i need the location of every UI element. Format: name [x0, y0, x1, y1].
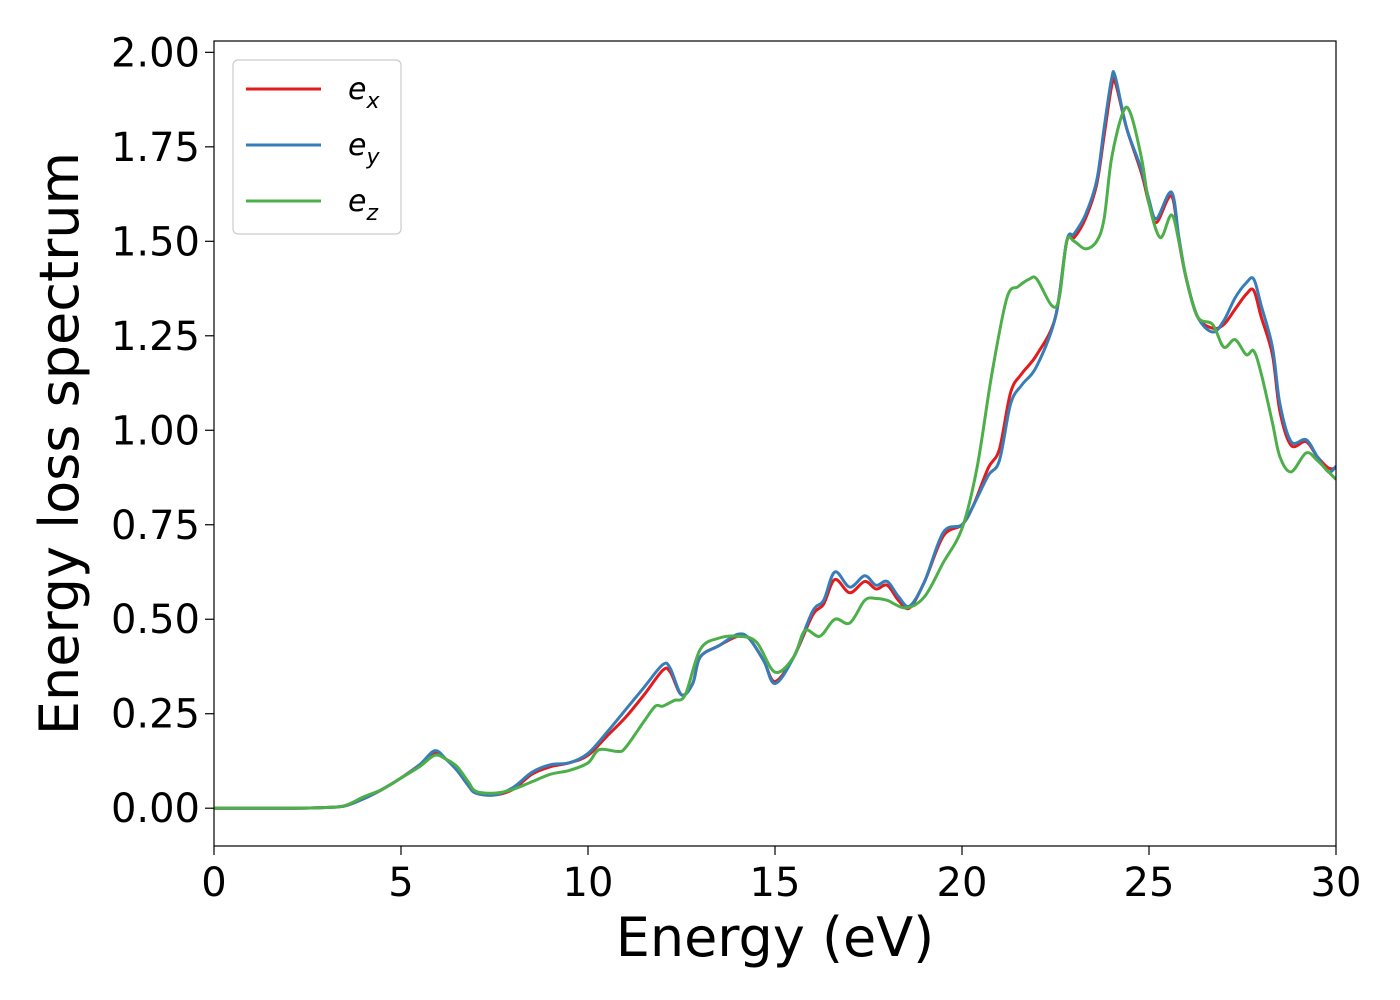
- series-lines: [214, 70, 1336, 810]
- y-tick-label: 1.50: [111, 219, 200, 265]
- x-tick-label: 25: [1124, 860, 1175, 906]
- x-tick-label: 20: [937, 860, 988, 906]
- legend-label: ez: [348, 184, 378, 226]
- legend-box: [232, 59, 402, 235]
- y-tick-label: 0.25: [111, 692, 200, 738]
- x-tick-label: 30: [1311, 860, 1362, 906]
- x-axis-label: Energy (eV): [616, 906, 935, 969]
- legend-label: ex: [348, 72, 380, 114]
- y-tick-label: 1.00: [111, 408, 200, 454]
- y-tick-label: 0.00: [111, 786, 200, 832]
- y-tick-label: 2.00: [111, 30, 200, 76]
- y-axis-ticks: 0.00 0.25 0.50 0.75 1.00 1.25 1.50 1.75 2.00: [111, 30, 214, 832]
- y-tick-label: 1.75: [111, 125, 200, 171]
- x-tick-label: 10: [563, 860, 614, 906]
- legend: ex ey ez: [232, 59, 402, 235]
- x-tick-label: 15: [750, 860, 801, 906]
- x-tick-label: 5: [388, 860, 413, 906]
- legend-label: ey: [348, 128, 380, 170]
- x-tick-label: 0: [201, 860, 226, 906]
- series-line-ez: [214, 105, 1336, 810]
- y-axis-label: Energy loss spectrum: [28, 152, 91, 735]
- y-tick-label: 0.75: [111, 503, 200, 549]
- y-tick-label: 0.50: [111, 597, 200, 643]
- y-tick-label: 1.25: [111, 314, 200, 360]
- x-axis-ticks: 0 5 10 15 20 25 30: [201, 846, 1361, 906]
